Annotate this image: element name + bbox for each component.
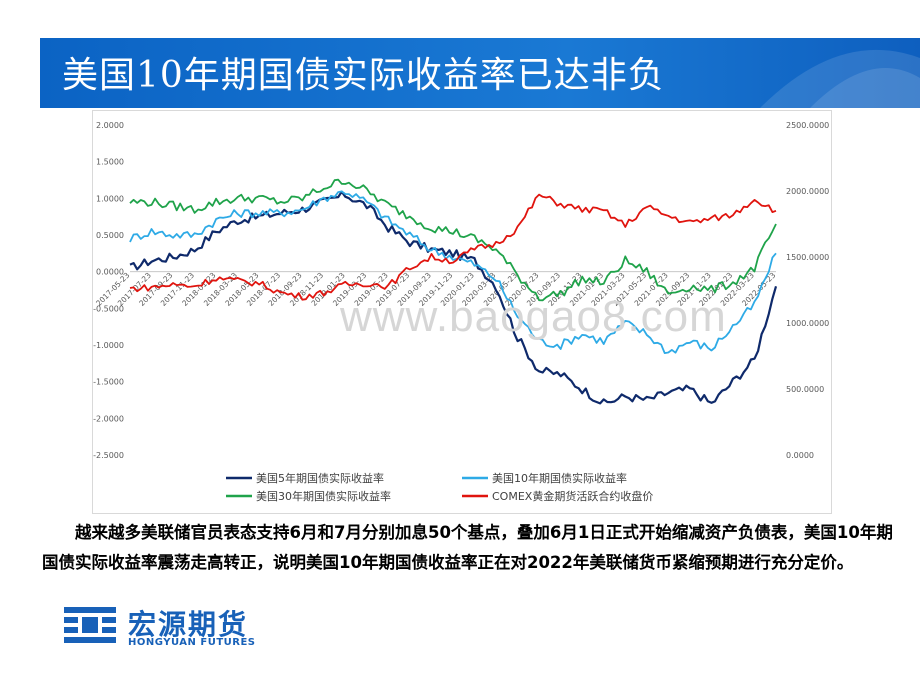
right-axis-tick-label: 2000.0000 bbox=[786, 187, 829, 196]
legend-label-s10: 美国10年期国债实际收益率 bbox=[492, 471, 627, 485]
banner-decoration bbox=[760, 49, 920, 108]
left-axis-tick-label: 1.0000 bbox=[96, 194, 124, 203]
series-line-s30 bbox=[129, 178, 777, 302]
right-axis-tick-label: 1000.0000 bbox=[786, 319, 829, 328]
series-line-s10 bbox=[129, 190, 777, 355]
left-axis-tick-label: -1.0000 bbox=[93, 341, 124, 350]
series-line-gold bbox=[129, 193, 777, 301]
left-axis-tick-label: 2.0000 bbox=[96, 121, 124, 130]
series-line-s5 bbox=[129, 190, 778, 405]
left-axis-tick-label: -1.5000 bbox=[93, 378, 124, 387]
logo-icon bbox=[64, 607, 116, 643]
left-axis-tick-label: 1.5000 bbox=[96, 158, 124, 167]
left-axis-tick-label: 0.5000 bbox=[96, 231, 124, 240]
legend-label-s30: 美国30年期国债实际收益率 bbox=[256, 489, 391, 503]
left-axis-tick-label: -0.5000 bbox=[93, 304, 124, 313]
left-axis-tick-label: 0.0000 bbox=[96, 268, 124, 277]
company-logo: 宏源期货 HONGYUAN FUTURES bbox=[62, 603, 282, 653]
watermark: www.baogao8.com bbox=[340, 292, 727, 341]
right-axis-tick-label: 1500.0000 bbox=[786, 253, 829, 262]
right-axis-tick-label: 2500.0000 bbox=[786, 121, 829, 130]
logo-text-en: HONGYUAN FUTURES bbox=[128, 637, 256, 648]
chart-frame bbox=[92, 110, 832, 514]
page-title: 美国10年期国债实际收益率已达非负 bbox=[62, 55, 665, 96]
summary-paragraph: 越来越多美联储官员表态支持6月和7月分别加息50个基点，叠加6月1日正式开始缩减… bbox=[42, 523, 893, 572]
title-banner bbox=[40, 38, 920, 108]
right-axis-tick-label: 500.0000 bbox=[786, 385, 824, 394]
legend-label-gold: COMEX黄金期货活跃合约收盘价 bbox=[492, 489, 653, 503]
right-axis-tick-label: 0.0000 bbox=[786, 451, 814, 460]
left-axis-tick-label: -2.0000 bbox=[93, 414, 124, 423]
logo-text-cn: 宏源期货 bbox=[128, 608, 249, 641]
legend-label-s5: 美国5年期国债实际收益率 bbox=[256, 471, 384, 485]
left-axis-tick-label: -2.5000 bbox=[93, 451, 124, 460]
